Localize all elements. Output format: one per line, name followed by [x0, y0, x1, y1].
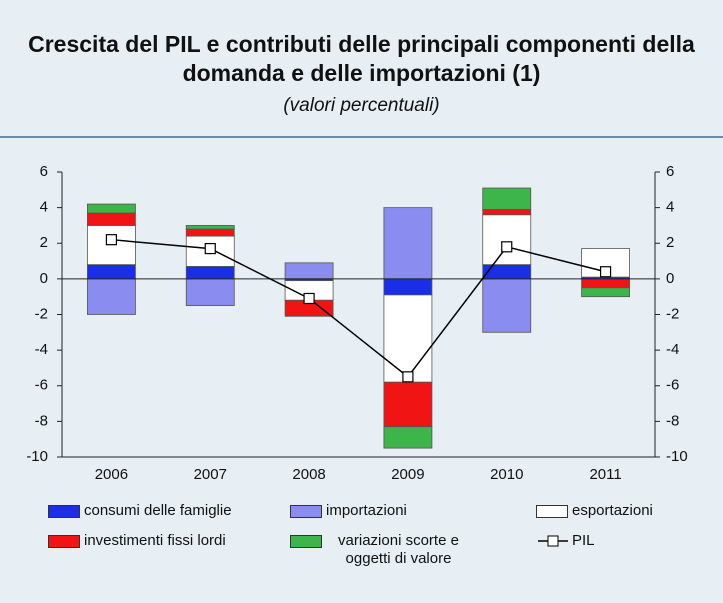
- legend-item: variazioni scorte e oggetti di valore: [290, 532, 471, 568]
- y2-tick-label: -8: [666, 412, 679, 429]
- y-tick-label: -6: [35, 377, 48, 394]
- bar-segment: [482, 264, 532, 280]
- legend-swatch: [538, 535, 568, 547]
- line-marker: [105, 234, 118, 246]
- bar-segment: [87, 278, 136, 315]
- y-tick-label: -4: [35, 341, 48, 358]
- bar-segment: [185, 228, 235, 237]
- legend-item: importazioni: [290, 502, 407, 519]
- line-marker: [501, 241, 513, 253]
- legend-label: esportazioni: [572, 502, 653, 519]
- y-tick-label: 2: [40, 234, 48, 251]
- y-tick-label: -2: [35, 305, 48, 322]
- legend-swatch: [290, 505, 322, 518]
- legend-item: esportazioni: [536, 502, 653, 519]
- y2-tick-label: 2: [666, 234, 674, 251]
- legend-item: consumi delle famiglie: [48, 502, 232, 519]
- legend-swatch: [536, 505, 568, 518]
- line-marker: [402, 371, 414, 383]
- legend-label: PIL: [572, 532, 595, 549]
- bar-segment: [185, 225, 235, 230]
- y2-tick-label: 0: [666, 270, 674, 287]
- y-tick-label: 0: [40, 270, 48, 287]
- x-tick-label: 2009: [391, 466, 424, 483]
- bar-segment: [383, 426, 433, 449]
- bar-segment: [581, 278, 630, 289]
- bar-segment: [284, 262, 334, 280]
- bar-segment: [383, 381, 433, 428]
- bar-segment: [87, 203, 136, 214]
- bar-segment: [87, 212, 136, 226]
- legend-label: consumi delle famiglie: [84, 502, 232, 519]
- legend-label: importazioni: [326, 502, 407, 519]
- bar-segment: [482, 209, 532, 216]
- chart-subtitle: (valori percentuali): [283, 95, 440, 116]
- y-tick-label: -8: [35, 412, 48, 429]
- y2-tick-label: -4: [666, 341, 679, 358]
- bar-segment: [383, 278, 433, 296]
- y-tick-label: 4: [40, 199, 48, 216]
- bar-segment: [383, 207, 433, 280]
- chart-title: Crescita del PIL e contributi delle prin…: [28, 31, 695, 86]
- y-tick-label: -10: [26, 448, 48, 465]
- line-marker: [599, 266, 612, 278]
- line: [111, 238, 606, 378]
- bar-segment: [185, 278, 235, 306]
- y-tick-label: 6: [40, 163, 48, 180]
- y2-tick-label: 6: [666, 163, 674, 180]
- line-marker: [303, 292, 315, 305]
- bar-segment: [581, 287, 630, 298]
- line-marker: [204, 242, 216, 255]
- bar-segment: [383, 294, 433, 383]
- bar-segment: [482, 187, 532, 210]
- x-tick-label: 2010: [490, 466, 523, 483]
- x-tick-label: 2006: [95, 466, 128, 483]
- legend-label: investimenti fissi lordi: [84, 532, 226, 549]
- x-tick-label: 2008: [292, 466, 325, 483]
- separator: [0, 136, 723, 138]
- x-tick-label: 2011: [589, 466, 621, 483]
- legend-label: variazioni scorte e oggetti di valore: [338, 532, 459, 567]
- x-tick-label: 2007: [194, 466, 227, 483]
- legend-swatch: [48, 505, 80, 518]
- bar-segment: [482, 214, 532, 266]
- legend-swatch: [290, 535, 322, 548]
- bar-segment: [482, 278, 532, 333]
- y2-tick-label: 4: [666, 199, 674, 216]
- y2-tick-label: -2: [666, 305, 679, 322]
- y2-tick-label: -6: [666, 377, 679, 394]
- legend-item: PIL: [536, 532, 595, 549]
- bar-segment: [87, 264, 136, 280]
- bar-segment: [185, 266, 235, 280]
- legend-item: investimenti fissi lordi: [48, 532, 226, 549]
- legend-swatch: [48, 535, 80, 548]
- y2-tick-label: -10: [666, 448, 688, 465]
